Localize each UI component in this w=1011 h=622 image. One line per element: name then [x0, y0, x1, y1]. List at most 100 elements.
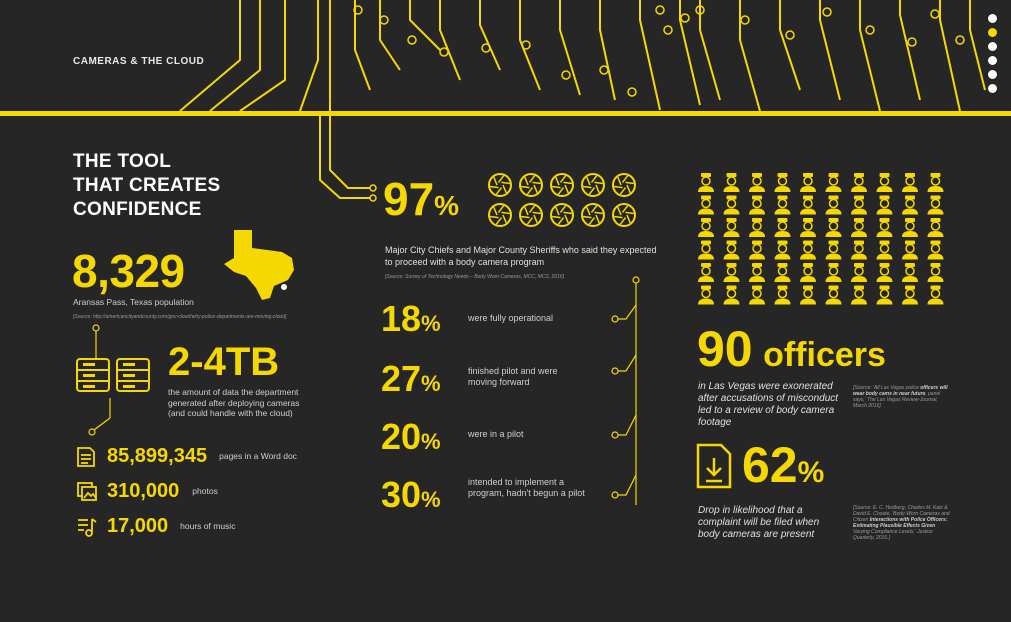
camera-lens-icon [581, 203, 605, 227]
complaints-source-title: Interactions with Police Officers: Estim… [853, 517, 948, 529]
officer-icon [927, 285, 944, 305]
officer-icon [825, 240, 842, 260]
breakdown-value: 30 [381, 474, 422, 515]
nav-dot-4[interactable] [988, 56, 997, 65]
officer-icon [774, 240, 791, 260]
officer-icon [774, 263, 791, 282]
officer-icon [800, 263, 816, 282]
breakdown-item: 27% [381, 358, 441, 400]
complaints-source: [Source: E. C. Hedberg, Charles M. Katz … [853, 505, 953, 541]
officer-icon [825, 218, 842, 237]
document-download-icon [696, 443, 732, 489]
officer-icon [774, 195, 791, 215]
camera-lens-icon [581, 173, 605, 197]
lens-icon-grid [488, 173, 636, 227]
officer-icon [851, 218, 867, 237]
complaints-stat: 62% [742, 436, 824, 494]
officer-icon [698, 285, 714, 305]
equivalent-row: 17,000 hours of music [76, 515, 235, 538]
equivalent-value: 310,000 [107, 480, 180, 502]
officer-icon [774, 285, 791, 305]
officer-icon [698, 240, 714, 260]
breakdown-unit: % [421, 371, 441, 396]
connector-line [88, 324, 111, 436]
breakdown-label: finished pilot and were moving forward [468, 366, 558, 387]
camera-lens-icon [519, 173, 543, 197]
texas-map-icon [224, 230, 294, 300]
nav-dot-6[interactable] [988, 84, 997, 93]
breakdown-item: 20% [381, 416, 441, 458]
officer-icon [698, 263, 714, 282]
data-label: the amount of data the department genera… [168, 387, 300, 418]
officer-icon [774, 218, 791, 237]
officer-icon [927, 263, 944, 282]
officer-icon [723, 240, 740, 260]
population-value: 8,329 [72, 245, 185, 297]
breakdown-unit: % [421, 429, 441, 454]
officers-unit: officers [763, 336, 886, 374]
officer-icon [723, 195, 740, 215]
officer-icon [698, 218, 714, 237]
main-title-line: THAT CREATES [73, 175, 221, 196]
equivalent-value: 85,899,345 [107, 445, 208, 467]
main-title-line: THE TOOL [73, 151, 172, 172]
officer-icon [749, 195, 765, 215]
document-icon [77, 446, 95, 467]
data-value: 2-4TB [168, 340, 280, 384]
complaints-label: Drop in likelihood that a complaint will… [698, 505, 820, 540]
officer-icon [800, 195, 816, 215]
officer-icon [851, 173, 867, 192]
page-nav [988, 14, 1000, 98]
officers-source: [Source: 'All Las Vegas police officers … [853, 385, 948, 409]
photos-icon [77, 481, 97, 501]
population-source: [Source: http://americancityandcounty.co… [73, 314, 287, 320]
officer-icon [851, 285, 867, 305]
nav-dot-2[interactable] [988, 28, 997, 37]
officer-icon [851, 263, 867, 282]
officer-icon [927, 195, 944, 215]
officer-icon [723, 285, 740, 305]
officer-icon [800, 240, 816, 260]
officer-icon [902, 263, 918, 282]
main-title: THE TOOL THAT CREATES CONFIDENCE [73, 150, 273, 222]
equivalent-value: 17,000 [107, 515, 169, 537]
officers-source-title: officers will wear body cams in near fut… [853, 385, 948, 397]
server-icon [76, 358, 150, 392]
officer-icon [902, 240, 918, 260]
officer-icon [825, 285, 842, 305]
camera-lens-icon [488, 203, 512, 227]
officer-icon [723, 263, 740, 282]
officers-source-text: , panel says,' The Las Vegas Review-Jour… [853, 391, 941, 409]
officer-icon [927, 240, 944, 260]
nav-dot-1[interactable] [988, 14, 997, 23]
officer-icon [825, 263, 842, 282]
breakdown-label: were fully operational [468, 313, 554, 323]
officer-icon [825, 195, 842, 215]
equivalent-label: hours of music [180, 521, 236, 532]
camera-lens-icon [612, 203, 636, 227]
breakdown-value: 18 [381, 298, 422, 339]
officer-icon [800, 285, 816, 305]
nav-dot-5[interactable] [988, 70, 997, 79]
main-title-line: CONFIDENCE [73, 199, 202, 220]
population-label: Aransas Pass, Texas population [73, 297, 194, 307]
complaints-source-text: [Source: E. C. Hedberg, Charles M. Katz … [853, 505, 950, 523]
section-title: CAMERAS & THE CLOUD [73, 56, 205, 67]
officer-icon [723, 173, 740, 192]
equivalent-row: 310,000 photos [76, 480, 218, 503]
complaints-value: 62 [742, 437, 798, 493]
officer-icon [825, 173, 842, 192]
nav-dot-3[interactable] [988, 42, 997, 51]
headline-value: 97 [383, 173, 435, 225]
breakdown-item: 18% [381, 298, 441, 340]
officer-icon [902, 218, 918, 237]
officer-icon [902, 173, 918, 192]
officers-source-text: [Source: 'All Las Vegas police [853, 385, 921, 391]
headline-stat: 97% [383, 172, 459, 226]
headline-label: Major City Chiefs and Major County Sheri… [385, 245, 657, 267]
breakdown-label: were in a pilot [468, 429, 524, 439]
officers-value: 90 [697, 321, 753, 377]
officer-icon [800, 218, 816, 237]
officer-icon [851, 195, 867, 215]
